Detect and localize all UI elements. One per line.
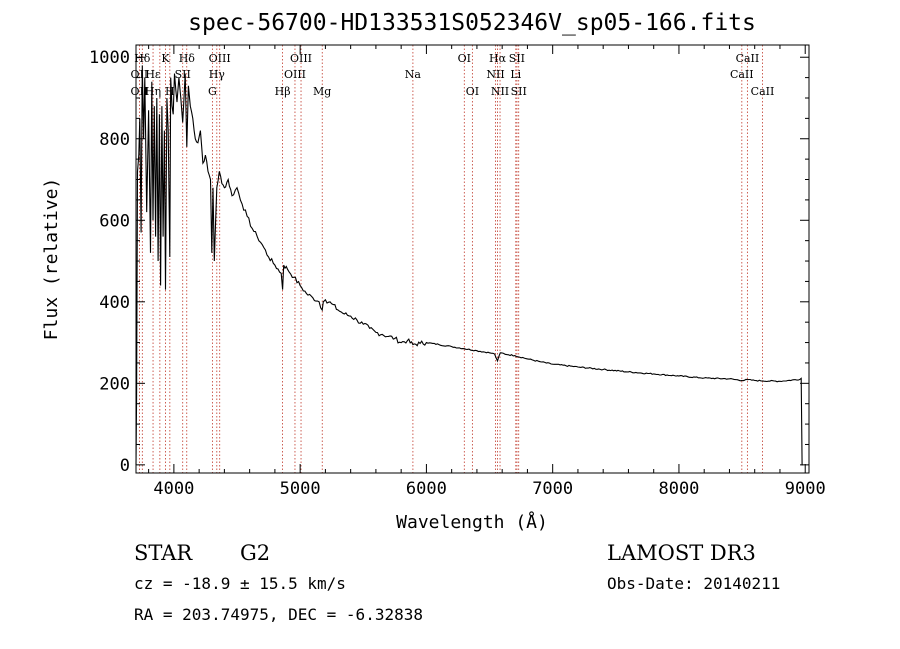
line-label: SII xyxy=(511,85,527,98)
line-label: K xyxy=(161,52,170,65)
line-label: OI xyxy=(466,85,479,98)
redshift-velocity: cz = -18.9 ± 15.5 km/s xyxy=(134,574,346,593)
line-label: CaII xyxy=(751,85,775,98)
emission-line-markers xyxy=(139,45,763,473)
line-label: Na xyxy=(405,68,422,81)
line-label: Hη xyxy=(145,85,161,98)
y-axis-ticks: 0 200 400 600 800 1000 xyxy=(89,48,809,476)
line-label: Hα xyxy=(489,52,507,65)
x-tick-label: 5000 xyxy=(280,479,321,499)
line-label: NII xyxy=(486,68,504,81)
observation-date: Obs-Date: 20140211 xyxy=(607,574,780,593)
y-tick-label: 200 xyxy=(99,374,130,394)
line-label: OI xyxy=(458,52,471,65)
y-axis-label: Flux (relative) xyxy=(41,178,62,341)
line-label: Mg xyxy=(313,85,331,98)
x-axis-ticks: 4000 5000 6000 7000 8000 9000 xyxy=(148,45,826,499)
line-label: CaII xyxy=(730,68,754,81)
line-label: Hε xyxy=(145,68,161,81)
line-label: Li xyxy=(510,68,521,81)
x-tick-label: 8000 xyxy=(658,479,699,499)
coordinates: RA = 203.74975, DEC = -6.32838 xyxy=(134,605,423,624)
y-tick-label: 400 xyxy=(99,293,130,313)
y-tick-label: 600 xyxy=(99,211,130,231)
line-label: SII xyxy=(509,52,525,65)
line-label: SII xyxy=(175,68,191,81)
y-tick-label: 1000 xyxy=(89,48,130,68)
y-tick-label: 800 xyxy=(99,130,130,150)
x-tick-label: 6000 xyxy=(406,479,447,499)
line-label: NII xyxy=(491,85,509,98)
line-label: CaII xyxy=(736,52,760,65)
object-type: STAR xyxy=(134,541,193,565)
line-label: Hδ xyxy=(179,52,196,65)
line-label: OII xyxy=(131,68,149,81)
line-label: OIII xyxy=(284,68,306,81)
line-label: H xyxy=(165,85,175,98)
y-tick-label: 0 xyxy=(120,456,130,476)
survey-name: LAMOST DR3 xyxy=(607,541,756,565)
x-tick-label: 7000 xyxy=(532,479,573,499)
line-label: Hγ xyxy=(209,68,226,81)
chart-title: spec-56700-HD133531S052346V_sp05-166.fit… xyxy=(188,10,756,36)
line-label: G xyxy=(208,85,217,98)
x-axis-label: Wavelength (Å) xyxy=(396,511,548,533)
x-tick-label: 4000 xyxy=(153,479,194,499)
x-tick-label: 9000 xyxy=(785,479,826,499)
line-label: Hδ xyxy=(134,52,151,65)
line-label: Hβ xyxy=(275,85,291,98)
spectral-subclass: G2 xyxy=(240,541,270,565)
spectrum-line xyxy=(135,65,803,466)
line-label: OIII xyxy=(209,52,231,65)
line-label: OIII xyxy=(290,52,312,65)
line-label: OII xyxy=(131,85,149,98)
plot-frame xyxy=(135,44,810,474)
